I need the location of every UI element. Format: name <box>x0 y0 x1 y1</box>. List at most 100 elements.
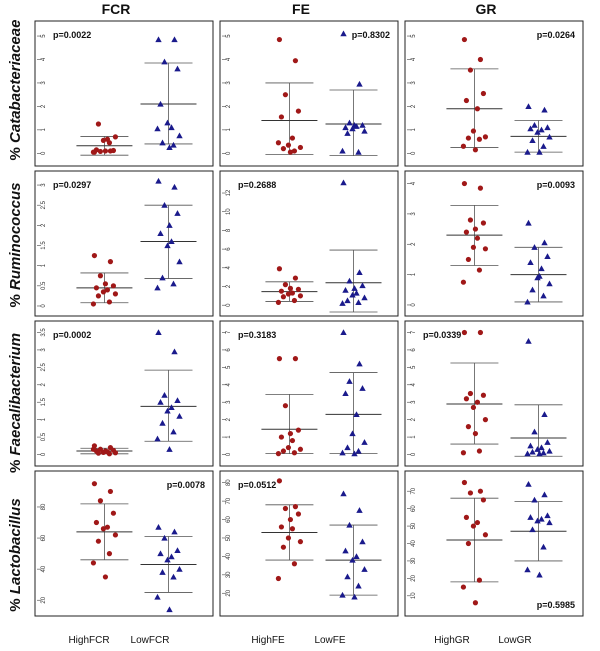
data-point-high <box>477 56 484 63</box>
data-point-high <box>90 446 97 452</box>
y-tick-label: 2 <box>411 242 417 246</box>
data-point-low <box>525 481 532 487</box>
data-point-low <box>166 606 173 613</box>
panel-3-2: 10 20 30 40 50 60 70 p=0.5985 <box>404 470 584 617</box>
data-point-high <box>285 444 292 451</box>
data-point-high <box>275 451 282 457</box>
data-point-low <box>349 291 356 298</box>
data-point-high <box>482 134 489 140</box>
data-point-low <box>346 378 353 384</box>
data-point-high <box>278 114 285 120</box>
y-tick-label: 20 <box>226 589 232 596</box>
data-point-low <box>525 103 532 109</box>
data-point-low <box>544 512 551 519</box>
y-tick-label: 1.5 <box>41 397 47 406</box>
data-point-high <box>285 142 292 148</box>
data-point-high <box>276 356 283 362</box>
data-point-low <box>344 297 351 304</box>
data-point-high <box>474 519 481 526</box>
data-point-high <box>102 148 109 154</box>
data-point-low <box>531 496 538 503</box>
data-point-low <box>544 253 551 259</box>
data-point-low <box>346 277 353 284</box>
data-point-low <box>527 125 534 132</box>
data-point-high <box>91 481 98 487</box>
y-axis: 0 1 2 3 4 5 <box>37 34 47 155</box>
data-point-low <box>540 543 547 550</box>
data-point-low <box>538 126 545 133</box>
panel-0-1: 0 1 2 3 4 5 p=0.8302 <box>219 20 399 167</box>
y-tick-label: 5 <box>41 34 47 38</box>
series-high <box>76 252 133 307</box>
row-titles: % Catabacteriaceae % Ruminococcus % Faec… <box>7 20 24 612</box>
data-point-low <box>361 439 368 445</box>
data-point-high <box>104 524 111 530</box>
data-point-high <box>95 121 102 127</box>
y-tick-label: 2 <box>226 284 232 288</box>
y-axis: 0 1 2 3 4 5 6 7 <box>407 330 417 456</box>
y-tick-label: 0 <box>41 151 47 155</box>
data-point-low <box>546 447 553 454</box>
panel-frame <box>404 470 584 617</box>
data-point-low <box>353 553 360 559</box>
data-point-high <box>461 479 468 486</box>
y-axis: 0 0.5 1 1.5 2 2.5 3 <box>37 183 47 308</box>
data-point-low <box>349 125 356 132</box>
panel-frame <box>34 170 214 317</box>
y-tick-label: 4 <box>226 265 232 269</box>
series-high <box>261 478 318 582</box>
data-point-high <box>93 519 100 526</box>
panel-1-2: 0 1 2 3 4 p=0.0093 <box>404 170 584 317</box>
data-point-low <box>356 269 363 276</box>
data-point-low <box>164 556 171 563</box>
y-axis: 0 1 2 3 4 <box>407 181 417 307</box>
data-point-high <box>278 288 285 294</box>
data-point-low <box>340 490 347 497</box>
data-point-low <box>164 407 171 414</box>
data-point-low <box>524 148 531 155</box>
panel-1-0: 0 0.5 1 1.5 2 2.5 3 p=0.0297 <box>34 170 214 317</box>
data-point-low <box>342 124 349 131</box>
data-point-low <box>342 547 349 554</box>
data-point-high <box>476 267 483 273</box>
y-tick-label: 60 <box>226 516 232 523</box>
data-point-high <box>474 106 481 112</box>
data-point-high <box>482 417 489 423</box>
data-point-high <box>287 285 294 291</box>
data-point-low <box>355 582 362 589</box>
data-point-high <box>280 294 287 300</box>
data-point-low <box>359 385 366 391</box>
data-point-high <box>470 523 477 529</box>
y-tick-label: 4 <box>41 57 47 61</box>
data-point-low <box>359 282 366 289</box>
data-point-high <box>467 490 474 496</box>
group-label-lowfcr: LowFCR <box>131 635 170 646</box>
data-point-low <box>356 360 363 367</box>
data-point-low <box>170 428 177 435</box>
data-point-high <box>97 498 104 504</box>
y-tick-label: 1 <box>226 128 232 132</box>
data-point-high <box>106 451 113 457</box>
series-low <box>510 219 567 305</box>
y-tick-label: 0 <box>226 452 232 456</box>
y-tick-label: 2 <box>411 417 417 421</box>
data-point-low <box>171 183 178 190</box>
data-point-low <box>544 439 551 445</box>
data-point-low <box>339 449 346 456</box>
y-tick-label: 1 <box>411 128 417 132</box>
y-tick-label: 6 <box>226 348 232 352</box>
data-point-low <box>359 121 366 128</box>
data-point-high <box>276 266 283 272</box>
y-tick-label: 12 <box>226 189 232 196</box>
data-point-high <box>477 185 484 191</box>
data-point-high <box>280 146 287 152</box>
data-point-low <box>168 238 175 245</box>
data-point-high <box>463 514 470 520</box>
y-tick-label: 1.5 <box>41 241 47 250</box>
y-tick-label: 30 <box>226 571 232 578</box>
p-value-label: p=0.3183 <box>238 330 276 340</box>
y-tick-label: 5 <box>411 365 417 369</box>
data-point-low <box>531 428 538 435</box>
group-label-highfe: HighFE <box>251 635 285 646</box>
data-point-high <box>472 600 479 606</box>
